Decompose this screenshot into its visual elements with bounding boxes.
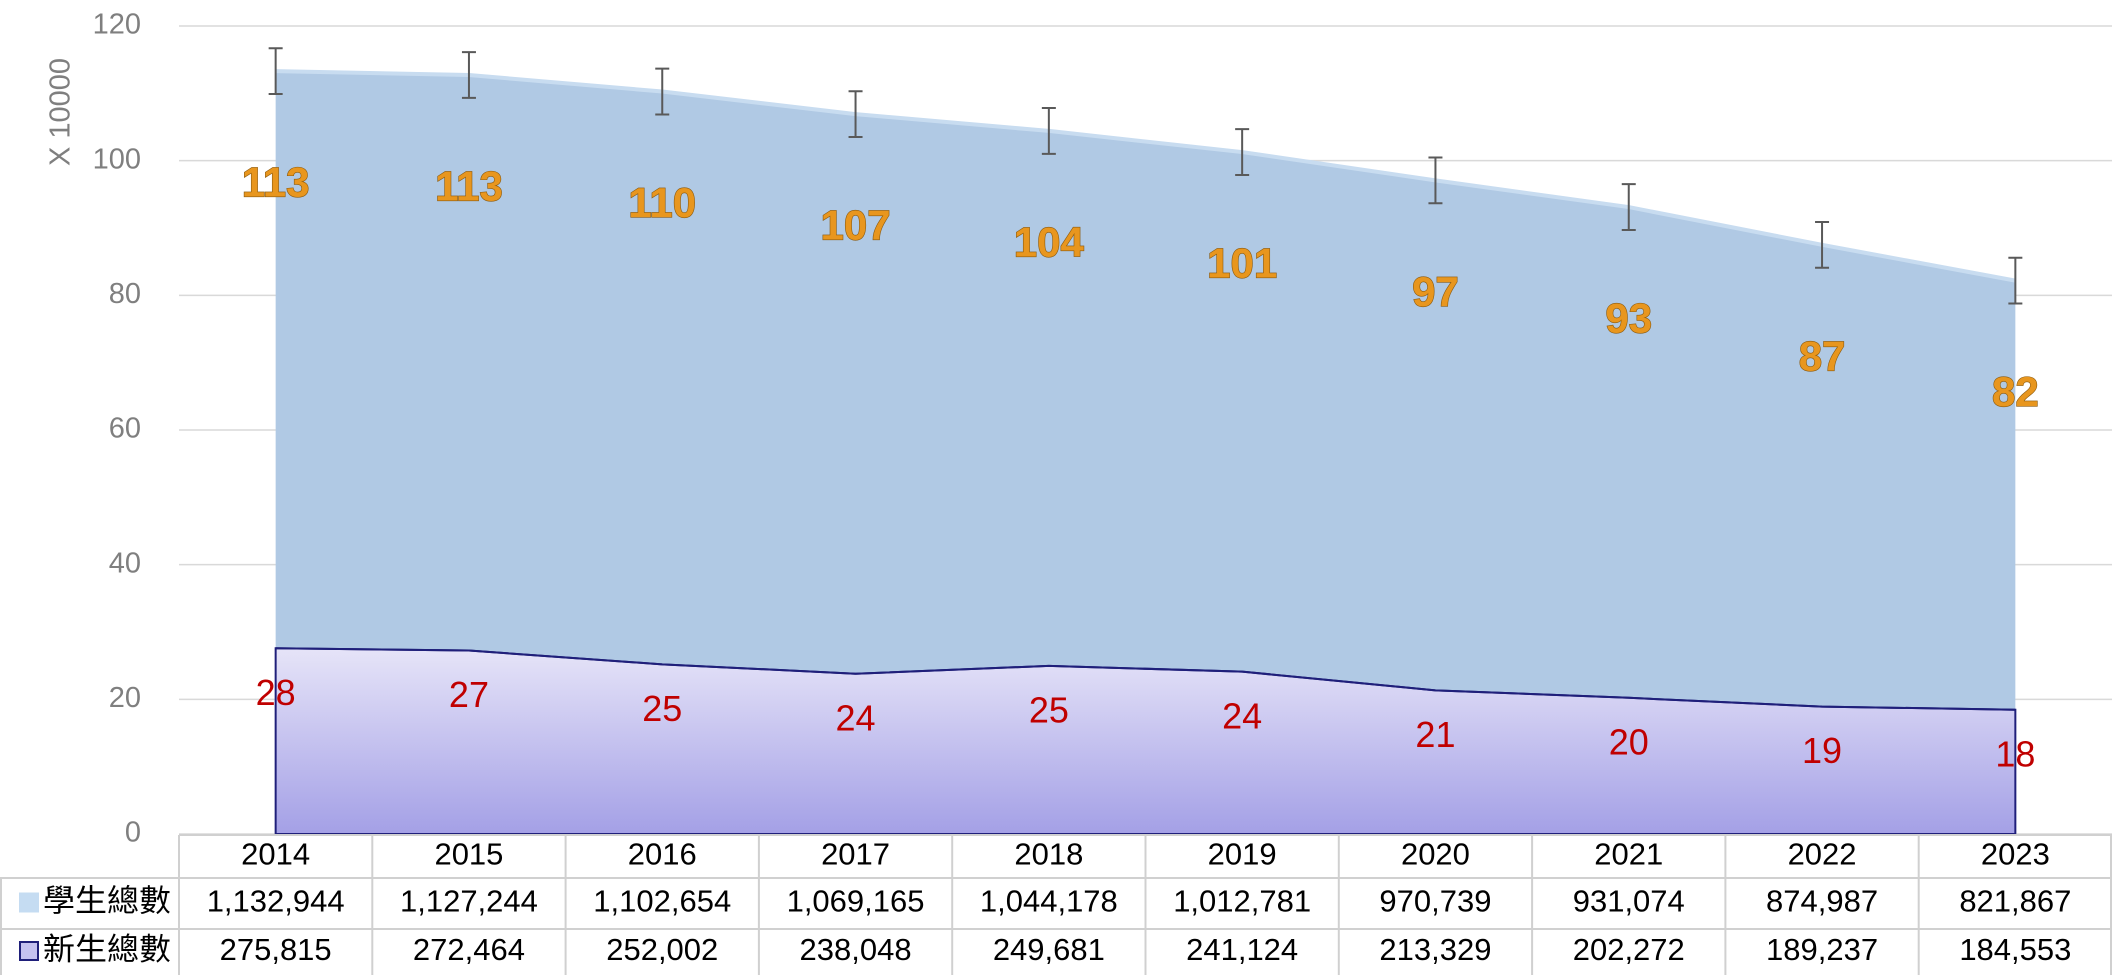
table-cell: 1,012,781 [1173, 884, 1311, 919]
y-tick-label: 0 [125, 817, 141, 849]
x-tick-label: 2022 [1788, 837, 1857, 872]
table-cell: 272,464 [413, 932, 525, 967]
y-tick-label: 120 [93, 9, 141, 41]
area-line [275, 647, 2016, 711]
error-bar [1621, 183, 1636, 231]
y-tick-label: 80 [109, 278, 141, 310]
data-label: 87 [1799, 332, 1846, 379]
table-cell: 275,815 [220, 932, 332, 967]
error-bar [655, 67, 670, 116]
table-cell: 1,132,944 [207, 884, 345, 919]
data-label: 27 [449, 674, 489, 715]
x-tick-label: 2017 [821, 837, 890, 872]
table-cell: 213,329 [1379, 932, 1491, 967]
table-cell: 874,987 [1766, 884, 1878, 919]
error-bar [461, 51, 476, 99]
table-cell: 1,044,178 [980, 884, 1118, 919]
data-label: 25 [642, 688, 682, 729]
y-tick-label: 100 [93, 143, 141, 175]
y-tick-label: 20 [109, 682, 141, 714]
table-cell: 1,127,244 [400, 884, 538, 919]
area [275, 71, 2016, 834]
x-tick-label: 2023 [1981, 837, 2050, 872]
y-axis-label: X 10000 [45, 58, 77, 166]
table-cell: 1,069,165 [787, 884, 925, 919]
data-label: 28 [256, 672, 296, 713]
area-line [275, 69, 2016, 283]
table-cell: 241,124 [1186, 932, 1298, 967]
table-cell: 1,102,654 [593, 884, 731, 919]
data-label: 97 [1412, 268, 1459, 315]
table-cell: 931,074 [1573, 884, 1685, 919]
error-bar [848, 90, 863, 138]
data-label: 107 [821, 202, 891, 249]
error-bar [1428, 156, 1443, 205]
data-label: 24 [836, 697, 876, 738]
table-cell: 202,272 [1573, 932, 1685, 967]
table-cell: 184,553 [1959, 932, 2071, 967]
table-cell: 970,739 [1379, 884, 1491, 919]
data-label: 20 [1609, 721, 1649, 762]
error-bar [2008, 256, 2023, 305]
error-bar [1235, 128, 1250, 176]
legend-swatch [19, 892, 39, 913]
data-label: 101 [1207, 240, 1277, 287]
error-bar [1041, 107, 1056, 155]
data-label: 21 [1415, 714, 1455, 755]
data-label: 104 [1014, 218, 1085, 265]
x-tick-label: 2021 [1594, 837, 1663, 872]
y-tick-label: 60 [109, 413, 141, 445]
data-label: 18 [1995, 733, 2035, 774]
data-label: 19 [1802, 730, 1842, 771]
x-tick-label: 2019 [1208, 837, 1277, 872]
table-cell: 189,237 [1766, 932, 1878, 967]
table-cell: 821,867 [1959, 884, 2071, 919]
y-tick-label: 40 [109, 547, 141, 579]
table-cell: 249,681 [993, 932, 1105, 967]
x-tick-label: 2020 [1401, 837, 1470, 872]
data-label: 93 [1605, 295, 1652, 342]
legend-swatch [19, 941, 39, 961]
data-label: 24 [1222, 695, 1262, 736]
error-bar [1815, 220, 1830, 269]
table-cell: 252,002 [606, 932, 718, 967]
x-tick-label: 2014 [241, 837, 310, 872]
data-label: 82 [1992, 368, 2039, 415]
legend-label: 新生總數 [43, 932, 171, 967]
data-label: 113 [435, 163, 503, 210]
x-tick-label: 2018 [1014, 837, 1083, 872]
data-label: 110 [628, 179, 696, 226]
data-label: 25 [1029, 690, 1069, 731]
x-tick-label: 2015 [434, 837, 503, 872]
legend-label: 學生總數 [43, 884, 171, 919]
x-tick-label: 2016 [628, 837, 697, 872]
data-label: 113 [242, 159, 310, 206]
error-bar [268, 47, 283, 96]
table-cell: 238,048 [800, 932, 912, 967]
